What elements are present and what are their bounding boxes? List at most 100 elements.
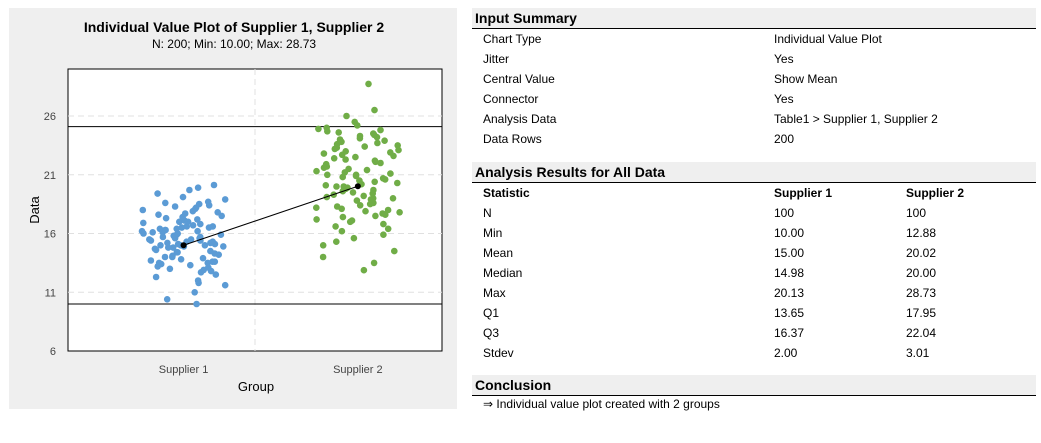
data-point [162,199,169,207]
stats-value: 3.01 [906,346,930,360]
stats-value: 12.88 [906,226,937,240]
data-point [345,165,352,173]
data-point [396,209,403,216]
data-point [338,227,346,235]
data-point [162,214,170,222]
data-point [384,225,392,233]
stats-label: Q1 [483,306,500,320]
data-point [194,227,201,235]
data-point [356,202,364,209]
x-category-label: Supplier 2 [333,364,383,376]
data-point [353,197,361,204]
stats-value: 100 [906,206,927,220]
data-point [152,273,160,281]
input-summary-row: Jitter Yes [472,49,1036,69]
data-point [177,256,185,263]
data-point [179,193,187,201]
stats-label: Mean [483,246,514,260]
data-point [169,244,177,251]
stats-value: 20.02 [906,246,937,260]
x-category-label: Supplier 1 [159,364,209,376]
data-point [391,247,398,255]
input-summary-value: Show Mean [774,72,838,86]
stats-value: 100 [774,206,795,220]
stats-value: 13.65 [774,306,805,320]
data-point [380,220,387,228]
conclusion-text: ⇒ Individual value plot created with 2 g… [483,397,720,411]
report-panel: Input Summary Chart Type Individual Value… [472,8,1036,412]
stats-value: 2.00 [774,346,798,360]
data-point [322,182,330,189]
input-summary-key: Jitter [483,52,510,66]
data-point [189,222,197,229]
data-point [323,124,331,132]
data-point [193,300,200,308]
y-tick-label: 6 [50,346,56,358]
data-point [140,219,147,227]
data-point [313,216,320,223]
data-point [221,196,229,203]
data-point [377,159,384,167]
y-tick-label: 16 [44,229,56,241]
data-point [161,253,169,261]
data-point [173,225,180,233]
data-point [209,223,217,230]
stats-value: 10.00 [774,226,805,240]
input-summary-value: Individual Value Plot [774,32,882,46]
y-tick-label: 21 [44,170,56,182]
data-point [138,227,146,235]
data-point [221,281,229,289]
data-point [315,125,322,133]
data-point [360,266,368,274]
stats-label: Median [483,266,523,280]
data-point [174,249,181,256]
data-point [361,143,369,150]
stats-row: Median 14.98 20.00 [472,263,1036,283]
data-point [174,240,182,248]
data-point [154,190,161,197]
y-axis-ticks: 6 11 16 21 26 [44,111,56,358]
data-point [210,181,218,189]
data-point [339,213,347,221]
data-point [363,166,371,174]
data-point [171,203,179,210]
data-point [370,186,377,194]
input-summary-key: Connector [483,92,539,106]
data-point [204,198,212,206]
stats-value: 20.00 [906,266,937,280]
y-tick-label: 26 [44,111,56,123]
data-point [352,153,359,161]
stats-value: 20.13 [774,286,805,300]
input-summary-value: Yes [774,52,794,66]
stats-label: Stdev [483,346,514,360]
input-summary-header: Input Summary [472,8,1036,29]
mean-connector [180,183,361,249]
data-point [194,277,202,284]
data-point [155,259,163,267]
data-point [209,258,216,265]
data-point [370,130,377,137]
data-point [343,112,350,120]
input-summary-row: Connector Yes [472,89,1036,109]
data-point [351,118,359,126]
stats-value: 22.04 [906,326,937,340]
data-point [197,220,204,228]
data-point [151,245,159,253]
input-summary-row: Central Value Show Mean [472,69,1036,89]
data-point [356,177,363,184]
stats-label: N [483,206,492,220]
chart-subtitle: N: 200; Min: 10.00; Max: 28.73 [152,37,316,51]
data-point [199,254,207,262]
data-point [187,236,195,243]
data-point [186,186,193,194]
data-point [394,142,402,149]
data-point [159,233,167,241]
y-tick-label: 11 [45,287,56,299]
data-point [387,170,394,177]
stats-column-header: Supplier 1 [774,186,833,200]
data-point [379,175,387,182]
data-point [181,210,189,217]
data-point [157,242,164,249]
data-point [333,238,340,245]
mean-connector-line [183,185,359,246]
